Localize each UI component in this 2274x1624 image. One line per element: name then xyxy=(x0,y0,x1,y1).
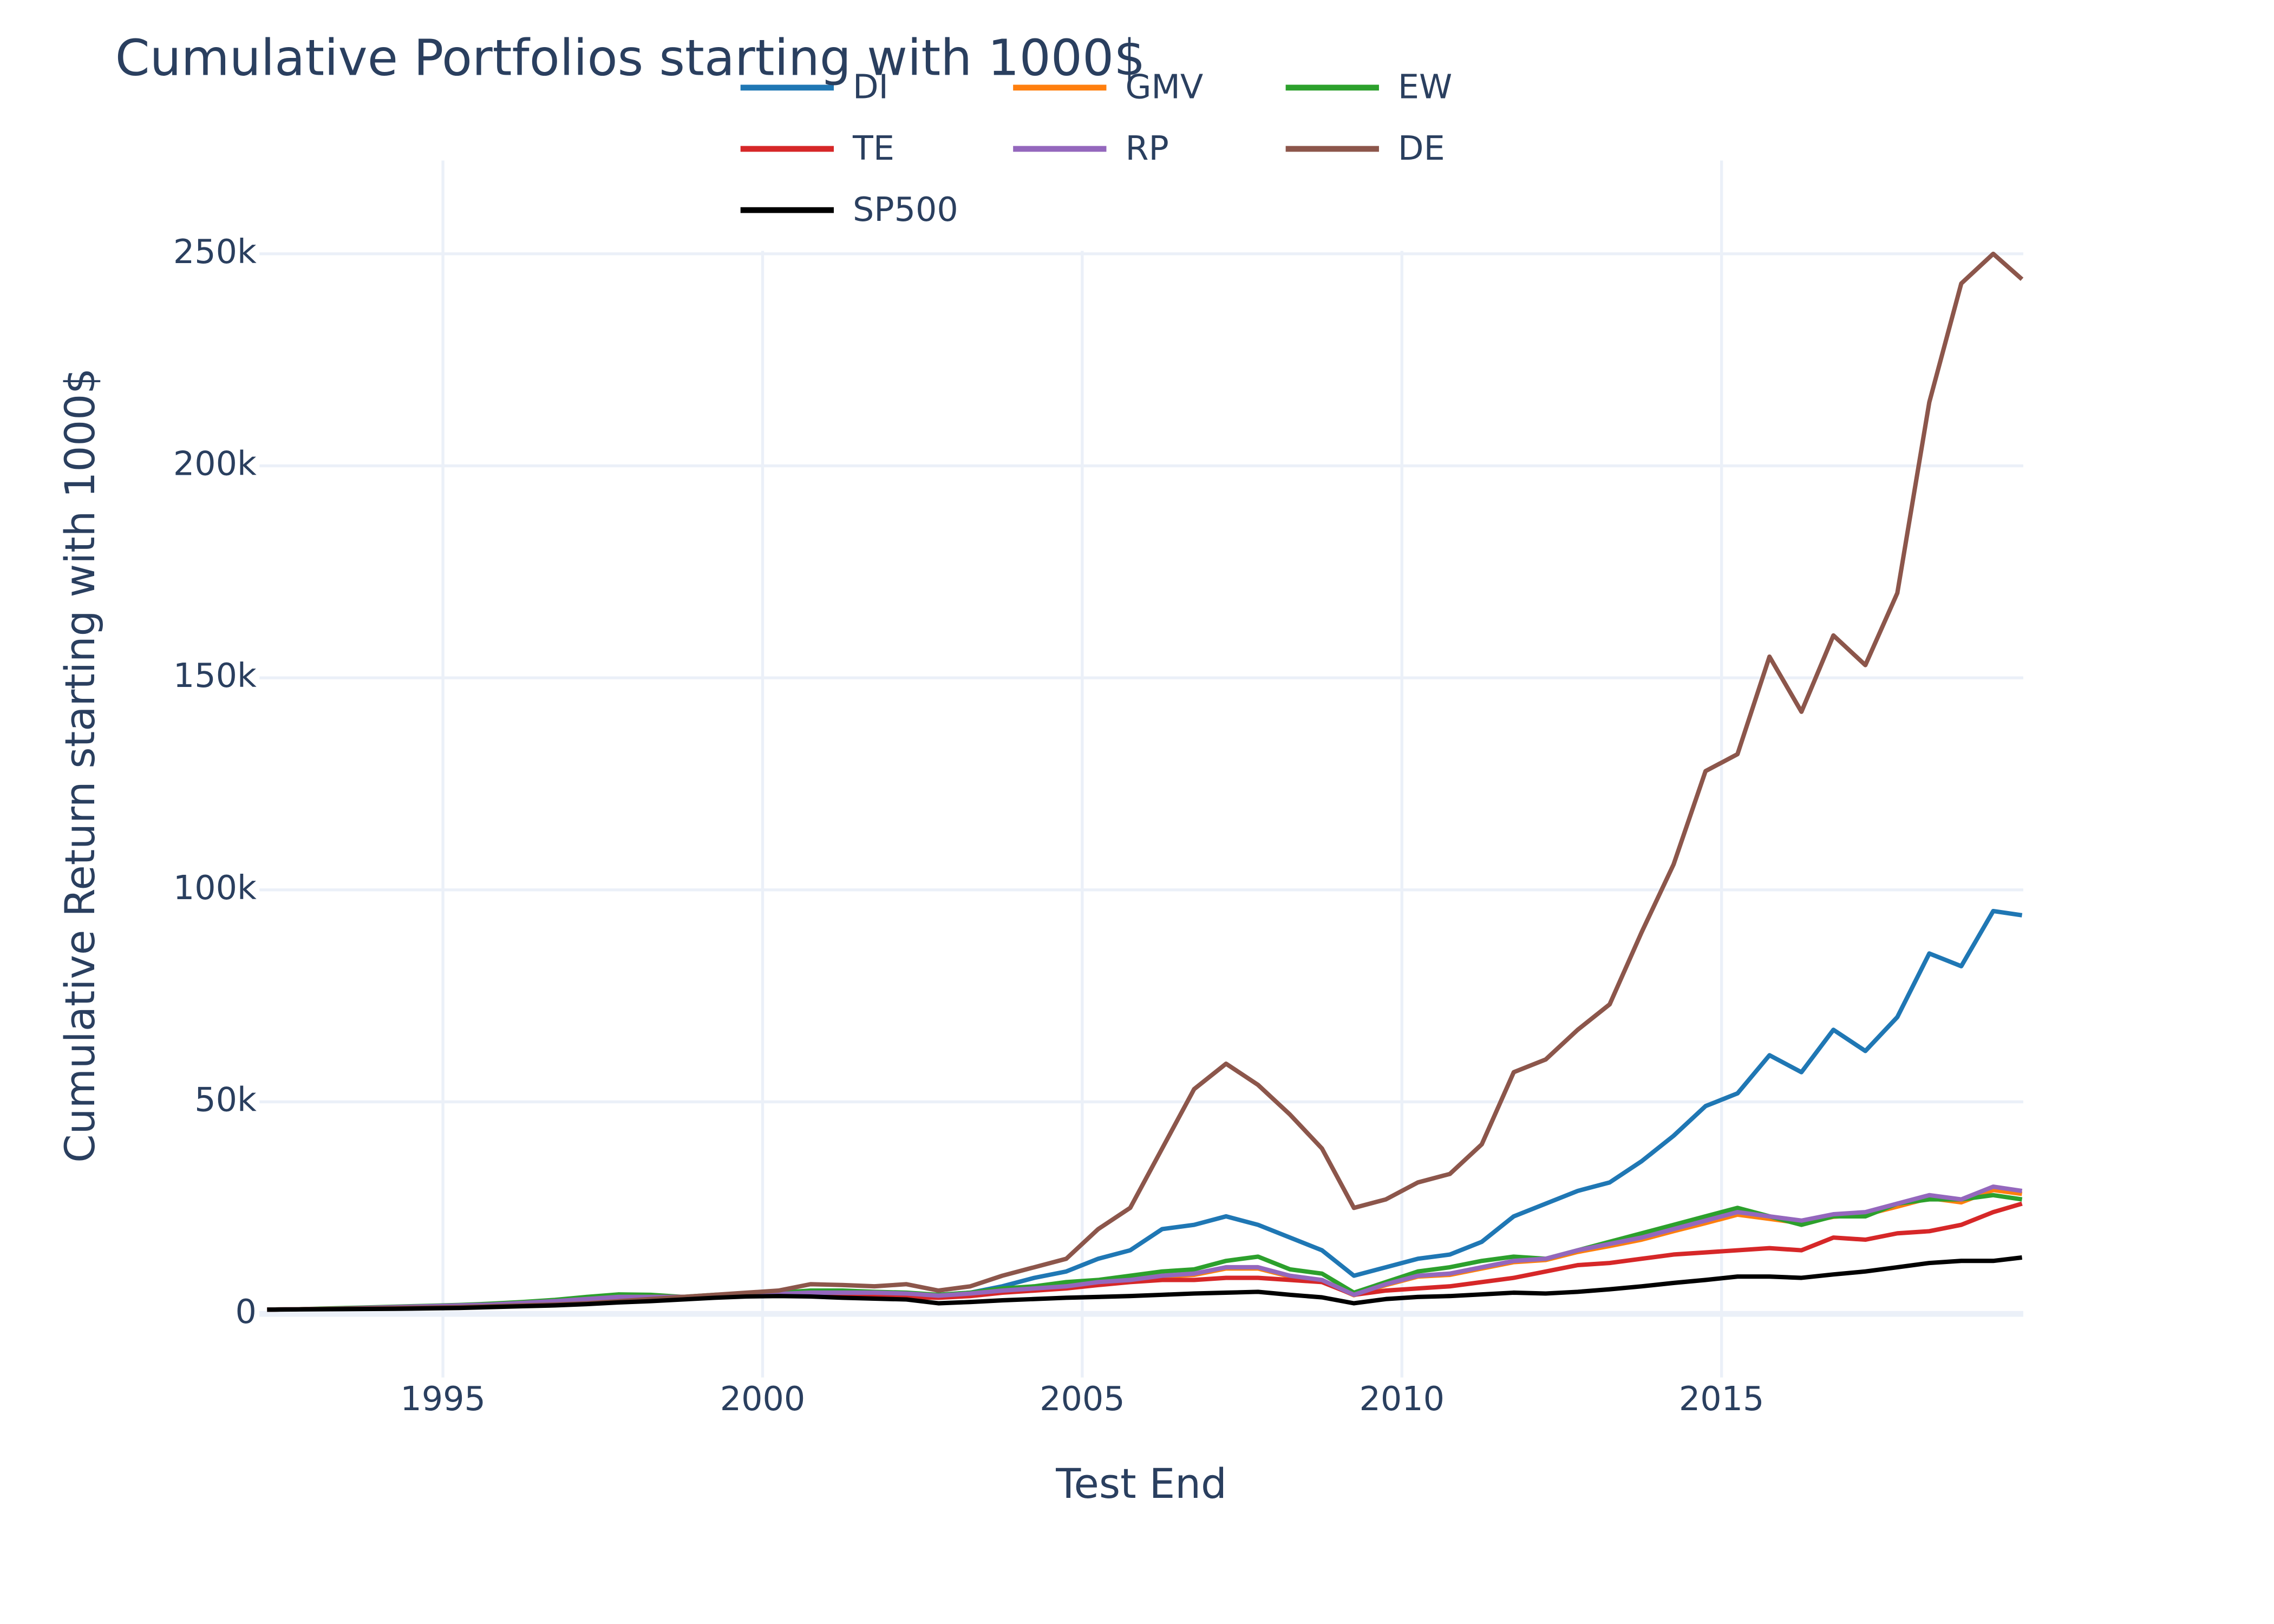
y-axis-title: Cumulative Return starting with 1000$ xyxy=(56,368,104,1163)
x-tick-label: 1995 xyxy=(400,1379,486,1418)
x-tick-label: 2005 xyxy=(1040,1379,1125,1418)
legend-label: DI xyxy=(853,68,888,107)
y-tick-label: 0 xyxy=(235,1292,256,1331)
legend-label: GMV xyxy=(1125,68,1203,107)
grid xyxy=(259,160,2023,1378)
legend-label: TE xyxy=(852,129,894,168)
plot-lines xyxy=(267,251,2024,1312)
legend: DI GMV EW TE RP DE SP500 xyxy=(740,68,1452,229)
series-line xyxy=(267,1255,2023,1312)
x-tick-label: 2015 xyxy=(1679,1379,1765,1418)
legend-label: EW xyxy=(1398,68,1452,107)
y-tick-label: 150k xyxy=(173,656,257,695)
chart-title: Cumulative Portfolios starting with 1000… xyxy=(115,29,1146,87)
x-axis-title: Test End xyxy=(1055,1460,1227,1508)
legend-label: SP500 xyxy=(853,190,958,229)
legend-label: DE xyxy=(1398,129,1445,168)
y-tick-label: 100k xyxy=(173,868,257,907)
axes: 1995 2000 2005 2010 2015 0 50k 100k 150k 200k 250k xyxy=(173,232,1765,1418)
y-tick-label: 250k xyxy=(173,232,257,271)
x-tick-label: 2010 xyxy=(1359,1379,1445,1418)
legend-label: RP xyxy=(1125,129,1168,168)
x-tick-label: 2000 xyxy=(720,1379,806,1418)
series-line xyxy=(267,1184,2023,1312)
y-tick-label: 50k xyxy=(194,1081,257,1119)
y-tick-label: 200k xyxy=(173,444,257,483)
